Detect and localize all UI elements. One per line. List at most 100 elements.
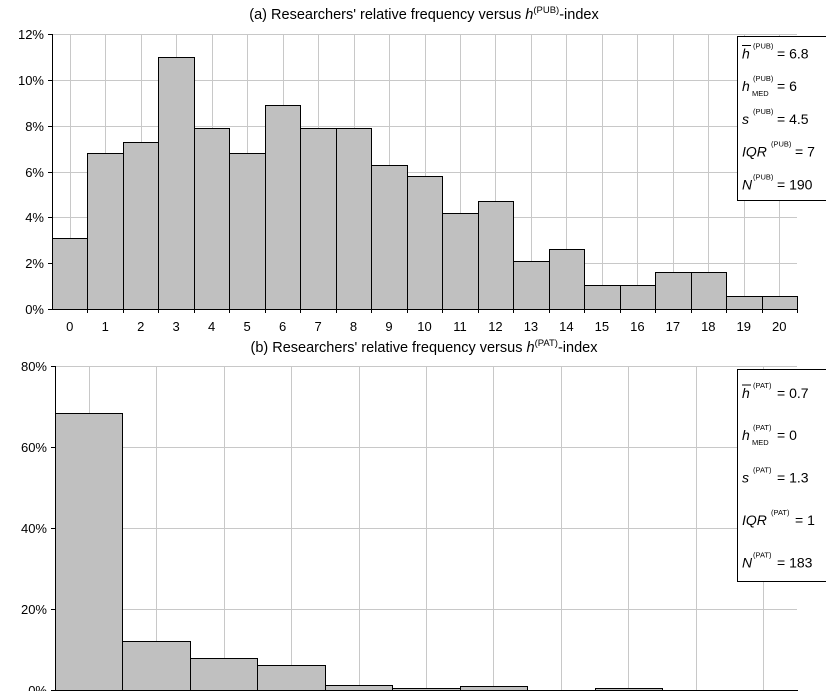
bar: [265, 105, 301, 310]
x-tick-label: 6: [279, 319, 286, 334]
chart-panel-b: (b) Researchers' relative frequency vers…: [21, 338, 826, 691]
bar: [190, 658, 258, 691]
x-tick-label: 8: [350, 319, 357, 334]
stat-value: = 6.8: [777, 45, 809, 61]
stat-value: = 0.7: [777, 385, 809, 401]
stat-line: h: [742, 427, 750, 443]
stat-line: IQR: [742, 512, 767, 528]
stat-value: = 1: [795, 512, 815, 528]
x-tick-label: 18: [701, 319, 715, 334]
stat-superscript: (PUB): [753, 173, 774, 182]
bar: [620, 285, 656, 310]
stat-value: = 1.3: [777, 470, 809, 486]
stats-box-frame: [737, 36, 826, 201]
x-tick-label: 15: [595, 319, 609, 334]
bar: [371, 165, 408, 310]
stat-symbol: h: [742, 385, 750, 401]
bar: [55, 413, 123, 691]
stat-superscript: (PUB): [771, 140, 792, 149]
x-tick-label: 13: [524, 319, 538, 334]
stat-superscript: (PAT): [753, 381, 772, 390]
bar: [478, 201, 514, 310]
bar: [122, 641, 191, 691]
stat-line: h: [742, 78, 750, 94]
chart-title: (a) Researchers' relative frequency vers…: [249, 5, 599, 23]
x-tick-label: 1: [102, 319, 109, 334]
stat-superscript: (PAT): [753, 550, 772, 559]
y-tick-label: 2%: [25, 256, 44, 271]
stat-symbol: h: [742, 78, 750, 94]
chart-title-suffix: -index: [558, 340, 598, 356]
stat-line: s: [742, 111, 749, 127]
x-tick-label: 14: [559, 319, 573, 334]
stat-value: = 183: [777, 554, 813, 570]
x-tick-label: 20: [772, 319, 786, 334]
x-tick-label: 16: [630, 319, 644, 334]
stat-superscript: (PAT): [771, 508, 790, 517]
stat-superscript: (PUB): [753, 107, 774, 116]
chart-title: (b) Researchers' relative frequency vers…: [251, 338, 599, 356]
chart-title-superscript: (PUB): [533, 5, 559, 16]
bar: [158, 57, 195, 310]
bar: [300, 128, 337, 310]
stat-subscript: MED: [752, 89, 769, 98]
stat-superscript: (PAT): [753, 466, 772, 475]
stat-line: h: [742, 45, 750, 61]
y-tick-label: 0%: [28, 683, 47, 691]
chart-title-symbol: h: [525, 7, 533, 23]
y-tick-label: 10%: [18, 73, 44, 88]
stat-symbol: N: [742, 177, 753, 193]
chart-title-text: (b) Researchers' relative frequency vers…: [251, 340, 527, 356]
chart-title-suffix: -index: [559, 7, 599, 23]
x-tick-label: 9: [385, 319, 392, 334]
chart-title-symbol: h: [526, 340, 534, 356]
bar: [513, 261, 550, 310]
stat-line: s: [742, 470, 749, 486]
bar: [257, 665, 326, 691]
x-tick-label: 12: [488, 319, 502, 334]
bar: [194, 128, 230, 310]
stat-value: = 0: [777, 427, 797, 443]
stat-line: N: [742, 554, 753, 570]
stats-box-frame: [737, 369, 826, 582]
y-tick-label: 8%: [25, 119, 44, 134]
stat-line: N: [742, 177, 753, 193]
bar: [549, 249, 585, 310]
stat-value: = 6: [777, 78, 797, 94]
bar: [460, 686, 528, 691]
y-tick-label: 80%: [21, 359, 47, 374]
stat-symbol: IQR: [742, 512, 767, 528]
stat-superscript: (PAT): [753, 423, 772, 432]
x-tick-label: 4: [208, 319, 215, 334]
bar: [87, 153, 124, 310]
chart-title-text: (a) Researchers' relative frequency vers…: [249, 7, 525, 23]
x-tick-label: 11: [453, 319, 467, 334]
bar: [584, 285, 621, 310]
bar: [229, 153, 266, 310]
y-tick-label: 40%: [21, 521, 47, 536]
chart-title-superscript: (PAT): [535, 338, 558, 349]
stat-symbol: s: [742, 111, 749, 127]
x-tick-label: 3: [173, 319, 180, 334]
y-tick-label: 4%: [25, 210, 44, 225]
stat-symbol: h: [742, 427, 750, 443]
stat-symbol: IQR: [742, 144, 767, 160]
stat-superscript: (PUB): [753, 41, 774, 50]
bar: [325, 685, 393, 691]
y-tick-label: 0%: [25, 302, 44, 317]
bar: [655, 272, 692, 310]
x-tick-label: 2: [137, 319, 144, 334]
x-tick-label: 17: [666, 319, 680, 334]
bar: [407, 176, 443, 310]
stat-line: h: [742, 385, 750, 401]
bar: [52, 238, 88, 310]
bar: [691, 272, 727, 310]
chart-panel-a: (a) Researchers' relative frequency vers…: [18, 5, 826, 334]
bar: [726, 296, 763, 310]
bar: [442, 213, 479, 310]
bar: [336, 128, 372, 310]
x-tick-label: 10: [417, 319, 431, 334]
